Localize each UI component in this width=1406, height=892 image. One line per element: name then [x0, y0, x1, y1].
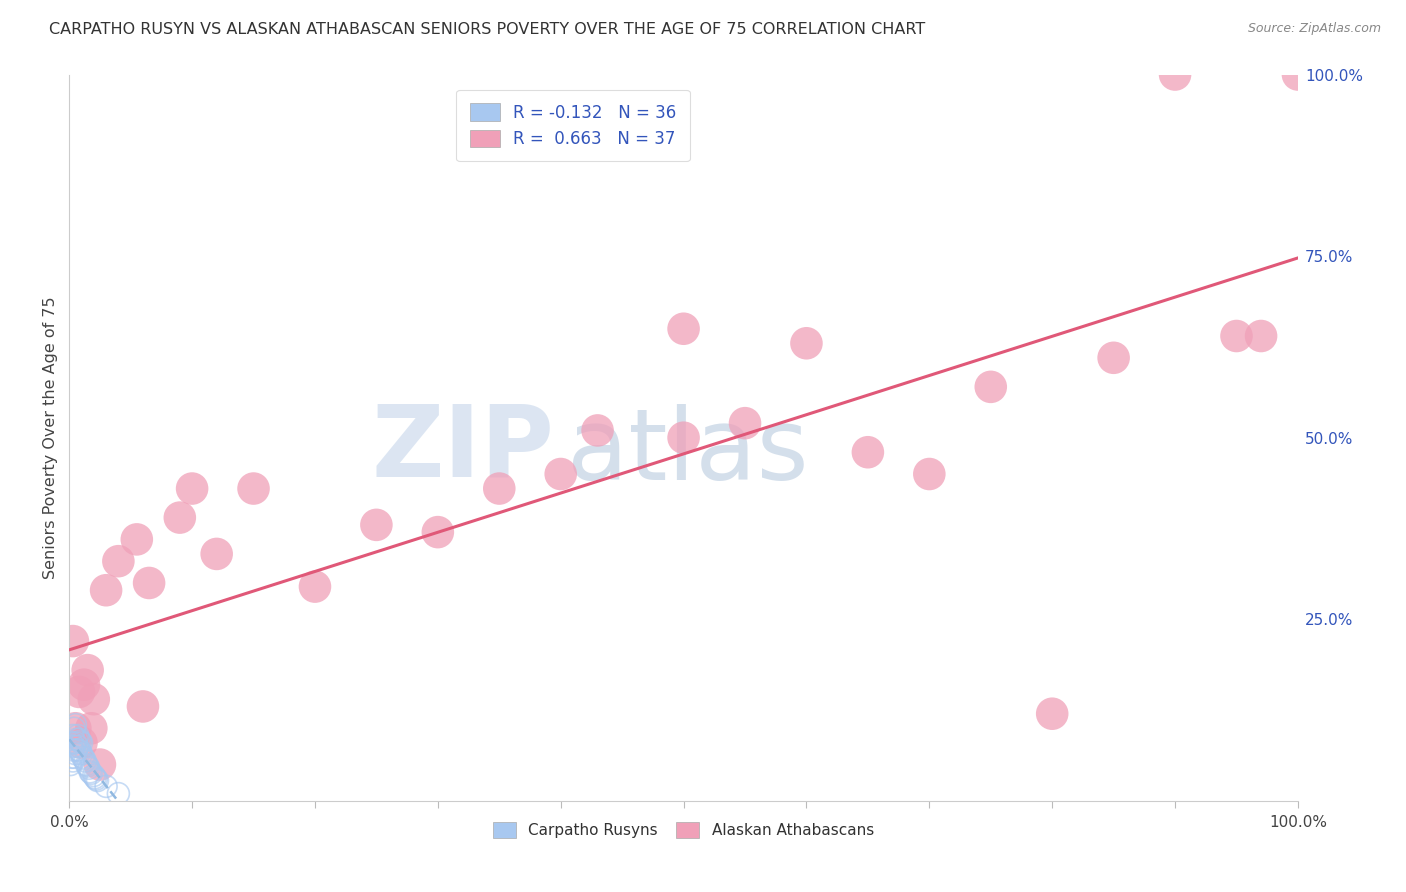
- Point: [94, 780, 117, 794]
- Point: [73, 752, 96, 766]
- Point: [62, 754, 84, 768]
- Point: [63, 739, 86, 754]
- Point: [107, 554, 129, 568]
- Point: [550, 467, 572, 481]
- Point: [62, 729, 84, 743]
- Point: [65, 732, 87, 747]
- Point: [76, 663, 98, 677]
- Point: [79, 764, 101, 779]
- Point: [75, 754, 97, 768]
- Point: [86, 773, 108, 788]
- Point: [66, 729, 89, 743]
- Point: [488, 482, 510, 496]
- Point: [125, 533, 148, 547]
- Point: [80, 766, 103, 780]
- Text: ZIP: ZIP: [371, 401, 554, 497]
- Point: [169, 510, 191, 524]
- Point: [366, 517, 388, 532]
- Point: [59, 757, 82, 772]
- Point: [980, 380, 1002, 394]
- Point: [1250, 329, 1272, 343]
- Point: [77, 761, 100, 775]
- Point: [73, 678, 96, 692]
- Point: [242, 482, 264, 496]
- Point: [796, 336, 818, 351]
- Point: [75, 757, 97, 772]
- Text: atlas: atlas: [567, 404, 808, 500]
- Point: [70, 736, 93, 750]
- Point: [89, 757, 111, 772]
- Point: [63, 721, 86, 735]
- Point: [83, 768, 105, 782]
- Point: [62, 634, 84, 648]
- Point: [856, 445, 879, 459]
- Point: [107, 787, 129, 801]
- Point: [65, 743, 87, 757]
- Point: [67, 743, 90, 757]
- Point: [1225, 329, 1247, 343]
- Point: [65, 717, 87, 731]
- Point: [94, 583, 117, 598]
- Point: [84, 771, 107, 785]
- Point: [83, 692, 105, 706]
- Point: [69, 734, 91, 748]
- Point: [67, 685, 90, 699]
- Point: [70, 736, 93, 750]
- Point: [1102, 351, 1125, 365]
- Point: [84, 772, 107, 786]
- Point: [65, 747, 87, 761]
- Point: [672, 431, 695, 445]
- Point: [76, 759, 98, 773]
- Point: [65, 736, 87, 750]
- Point: [181, 482, 204, 496]
- Text: CARPATHO RUSYN VS ALASKAN ATHABASCAN SENIORS POVERTY OVER THE AGE OF 75 CORRELAT: CARPATHO RUSYN VS ALASKAN ATHABASCAN SEN…: [49, 22, 925, 37]
- Y-axis label: Seniors Poverty Over the Age of 75: Seniors Poverty Over the Age of 75: [44, 296, 58, 579]
- Point: [1164, 68, 1187, 82]
- Point: [70, 747, 93, 761]
- Text: Source: ZipAtlas.com: Source: ZipAtlas.com: [1247, 22, 1381, 36]
- Point: [205, 547, 228, 561]
- Point: [138, 576, 160, 591]
- Point: [65, 721, 87, 735]
- Point: [426, 525, 449, 540]
- Point: [60, 736, 83, 750]
- Point: [132, 699, 155, 714]
- Point: [67, 732, 90, 747]
- Point: [63, 750, 86, 764]
- Point: [62, 743, 84, 757]
- Point: [66, 739, 89, 754]
- Point: [80, 721, 103, 735]
- Point: [304, 580, 326, 594]
- Point: [672, 322, 695, 336]
- Point: [586, 424, 609, 438]
- Point: [69, 744, 91, 758]
- Point: [72, 750, 94, 764]
- Point: [734, 416, 756, 430]
- Point: [60, 750, 83, 764]
- Legend: Carpatho Rusyns, Alaskan Athabascans: Carpatho Rusyns, Alaskan Athabascans: [488, 816, 880, 844]
- Point: [1286, 68, 1309, 82]
- Point: [1040, 706, 1063, 721]
- Point: [918, 467, 941, 481]
